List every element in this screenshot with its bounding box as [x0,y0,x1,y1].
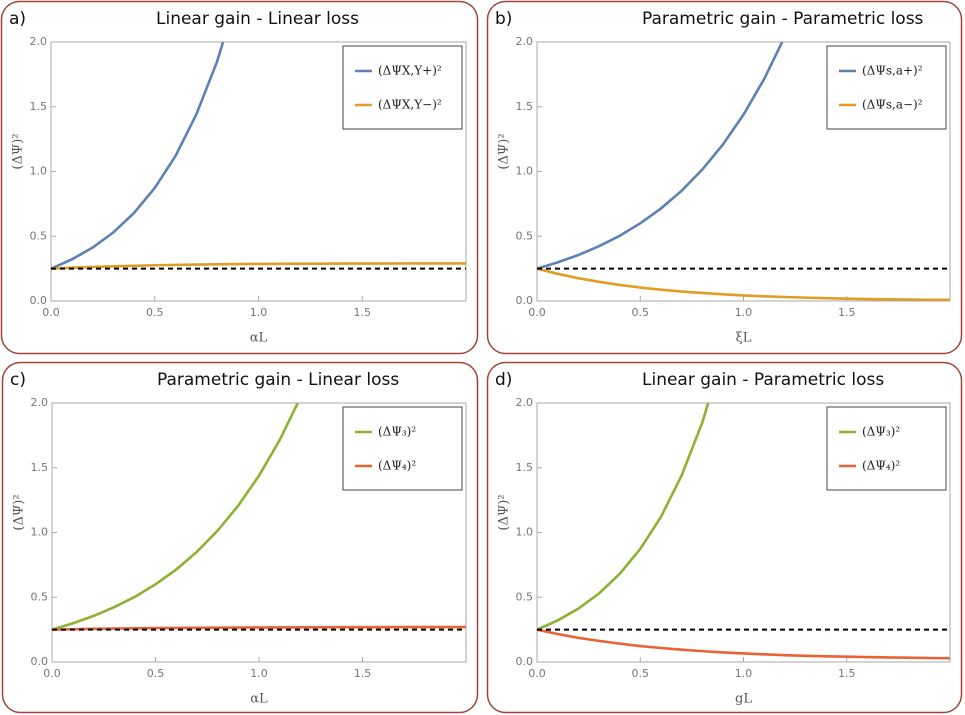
x-tick-label: 0.0 [528,667,546,680]
panel: a) Linear gain - Linear loss 0.0 0.5 1.0 1.5 0… [0,0,479,355]
y-axis-label: (ΔΨ)² [12,494,27,530]
legend-box [826,406,947,491]
series-line [537,267,950,301]
x-tick-label: 0.5 [147,667,165,680]
plot-area [52,403,466,631]
series-line [537,42,784,270]
y-tick-label: 1.5 [30,100,48,113]
x-axis-label: ξL [736,331,752,346]
y-tick-label: 0.5 [516,229,534,242]
plot-area [51,42,466,270]
x-tick-label: 1.0 [250,306,268,319]
x-tick-label: 1.0 [735,306,753,319]
legend-label: (ΔΨ₃)² [862,425,900,439]
y-tick-label: 2.0 [30,35,48,48]
y-tick-label: 0.5 [31,590,49,603]
y-tick-label: 1.5 [516,100,534,113]
y-tick-label: 1.0 [516,526,534,539]
legend-label: (ΔΨs,a−)² [862,98,923,112]
x-tick-label: 1.0 [735,667,753,680]
series-line [537,403,710,631]
series-line [537,628,950,660]
series-line [51,42,225,270]
x-axis-label: αL [250,692,268,707]
legend-label: (ΔΨX,Y+)² [378,64,442,78]
series-line [51,262,466,270]
panel: d) Linear gain - Parametric loss 0.0 0.5 1.0… [486,361,963,714]
panel-border [0,0,479,355]
panel-border [486,0,963,355]
y-axis-label: (ΔΨ)² [11,133,26,169]
y-tick-label: 1.5 [516,461,534,474]
x-tick-label: 1.5 [838,306,856,319]
x-tick-label: 0.5 [632,667,650,680]
y-tick-label: 0.5 [516,590,534,603]
panel-label: d) [495,370,512,390]
x-tick-label: 0.0 [42,306,60,319]
plot-area [537,403,950,660]
x-tick-label: 0.0 [528,306,546,319]
y-tick-label: 0.0 [516,294,534,307]
legend-label: (ΔΨs,a+)² [862,64,923,78]
panel-label: b) [495,9,512,29]
series-line [52,403,300,631]
chart-title: Linear gain - Parametric loss [642,370,884,390]
legend-label: (ΔΨX,Y−)² [378,98,442,112]
legend-box [342,45,463,130]
y-tick-label: 1.5 [31,461,49,474]
x-tick-label: 1.5 [354,667,372,680]
legend-label: (ΔΨ₄)² [862,459,900,473]
x-tick-label: 1.5 [838,667,856,680]
y-axis-label: (ΔΨ)² [497,133,512,169]
chart-title: Parametric gain - Linear loss [157,370,399,390]
legend-label: (ΔΨ₃)² [378,425,416,439]
panel-label: a) [9,9,26,29]
chart-title: Parametric gain - Parametric loss [642,9,924,29]
y-tick-label: 0.0 [31,655,49,668]
y-tick-label: 2.0 [31,396,49,409]
x-tick-label: 1.0 [250,667,268,680]
x-tick-label: 0.5 [146,306,164,319]
y-tick-label: 0.0 [30,294,48,307]
x-tick-label: 0.0 [43,667,61,680]
x-axis-label: gL [735,692,752,707]
panel-border [1,361,479,714]
chart-title: Linear gain - Linear loss [156,9,359,29]
panel-border [486,361,963,714]
y-tick-label: 0.0 [516,655,534,668]
panel: c) Parametric gain - Linear loss 0.0 0.5 1.0… [1,361,479,714]
plot-area [537,42,950,301]
y-axis-label: (ΔΨ)² [497,494,512,530]
y-tick-label: 1.0 [31,526,49,539]
x-tick-label: 1.5 [354,306,372,319]
y-tick-label: 1.0 [516,165,534,178]
panel-label: c) [10,370,26,390]
y-tick-label: 0.5 [30,229,48,242]
series-line [52,625,466,631]
legend-label: (ΔΨ₄)² [378,459,416,473]
legend-box [342,406,463,491]
y-tick-label: 1.0 [30,165,48,178]
y-tick-label: 2.0 [516,396,534,409]
legend-box [826,45,947,130]
x-axis-label: αL [250,331,268,346]
y-tick-label: 2.0 [516,35,534,48]
x-tick-label: 0.5 [632,306,650,319]
